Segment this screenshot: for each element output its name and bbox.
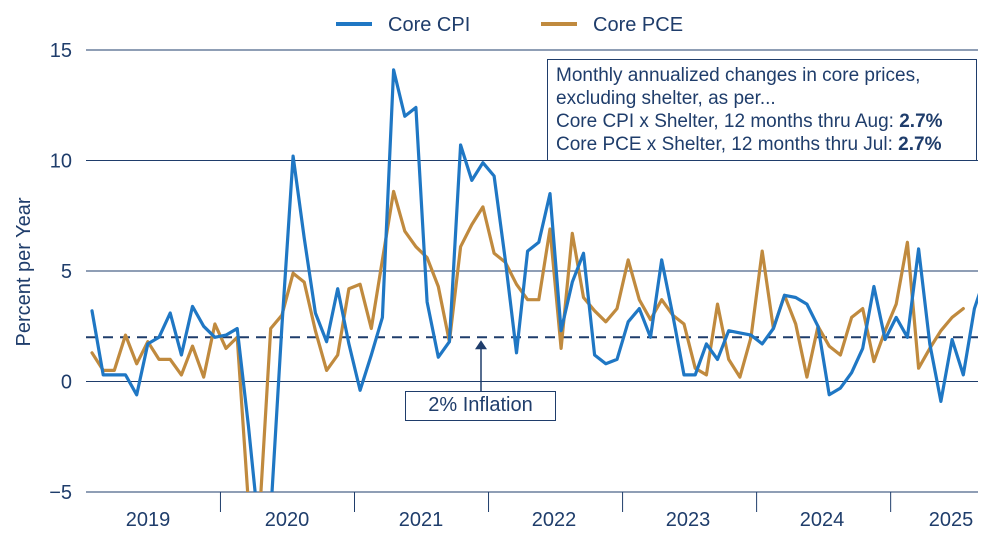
- y-tick-label: 15: [50, 40, 72, 62]
- annotation-pce-text: Core PCE x Shelter, 12 months thru Jul:: [556, 134, 899, 155]
- y-axis-label: Percent per Year: [13, 197, 35, 346]
- x-tick-label: 2022: [532, 509, 577, 531]
- annotation-pce: Core PCE x Shelter, 12 months thru Jul: …: [556, 133, 968, 156]
- x-tick-label: 2020: [265, 509, 310, 531]
- legend-label-core-pce: Core PCE: [593, 14, 683, 36]
- legend: Core CPI Core PCE: [336, 14, 683, 36]
- x-tick-label: 2019: [126, 509, 171, 531]
- annotation-pce-value: 2.7%: [898, 134, 942, 155]
- annotation-box: Monthly annualized changes in core price…: [547, 59, 977, 161]
- annotation-cpi-text: Core CPI x Shelter, 12 months thru Aug:: [556, 111, 900, 132]
- y-tick-label: 5: [61, 261, 72, 283]
- annotation-line-2: excluding shelter, as per...: [556, 88, 776, 109]
- annotation-line-1: Monthly annualized changes in core price…: [556, 65, 921, 86]
- x-tick-label: 2024: [800, 509, 845, 531]
- series-line-core-pce: [90, 189, 965, 492]
- legend-label-core-cpi: Core CPI: [388, 14, 470, 36]
- annotation-cpi-value: 2.7%: [899, 111, 943, 132]
- reference-line-group: [86, 336, 978, 391]
- x-tick-label: 2023: [666, 509, 711, 531]
- y-tick-label: 0: [61, 372, 72, 394]
- y-tick-label: −5: [49, 482, 72, 504]
- series-line-core-cpi: [90, 68, 978, 492]
- y-tick-label: 10: [50, 151, 72, 173]
- x-axis: 2019 2020 2021 2022 2023 2024 2025: [126, 492, 974, 531]
- x-tick-label: 2021: [399, 509, 444, 531]
- y-tick-labels: −5 0 5 10 15: [49, 40, 72, 504]
- callout-arrow-head: [475, 340, 487, 350]
- inflation-callout: 2% Inflation: [405, 391, 556, 421]
- series-lines: [90, 68, 978, 492]
- x-tick-label: 2025: [929, 509, 974, 531]
- annotation-cpi: Core CPI x Shelter, 12 months thru Aug: …: [556, 110, 968, 133]
